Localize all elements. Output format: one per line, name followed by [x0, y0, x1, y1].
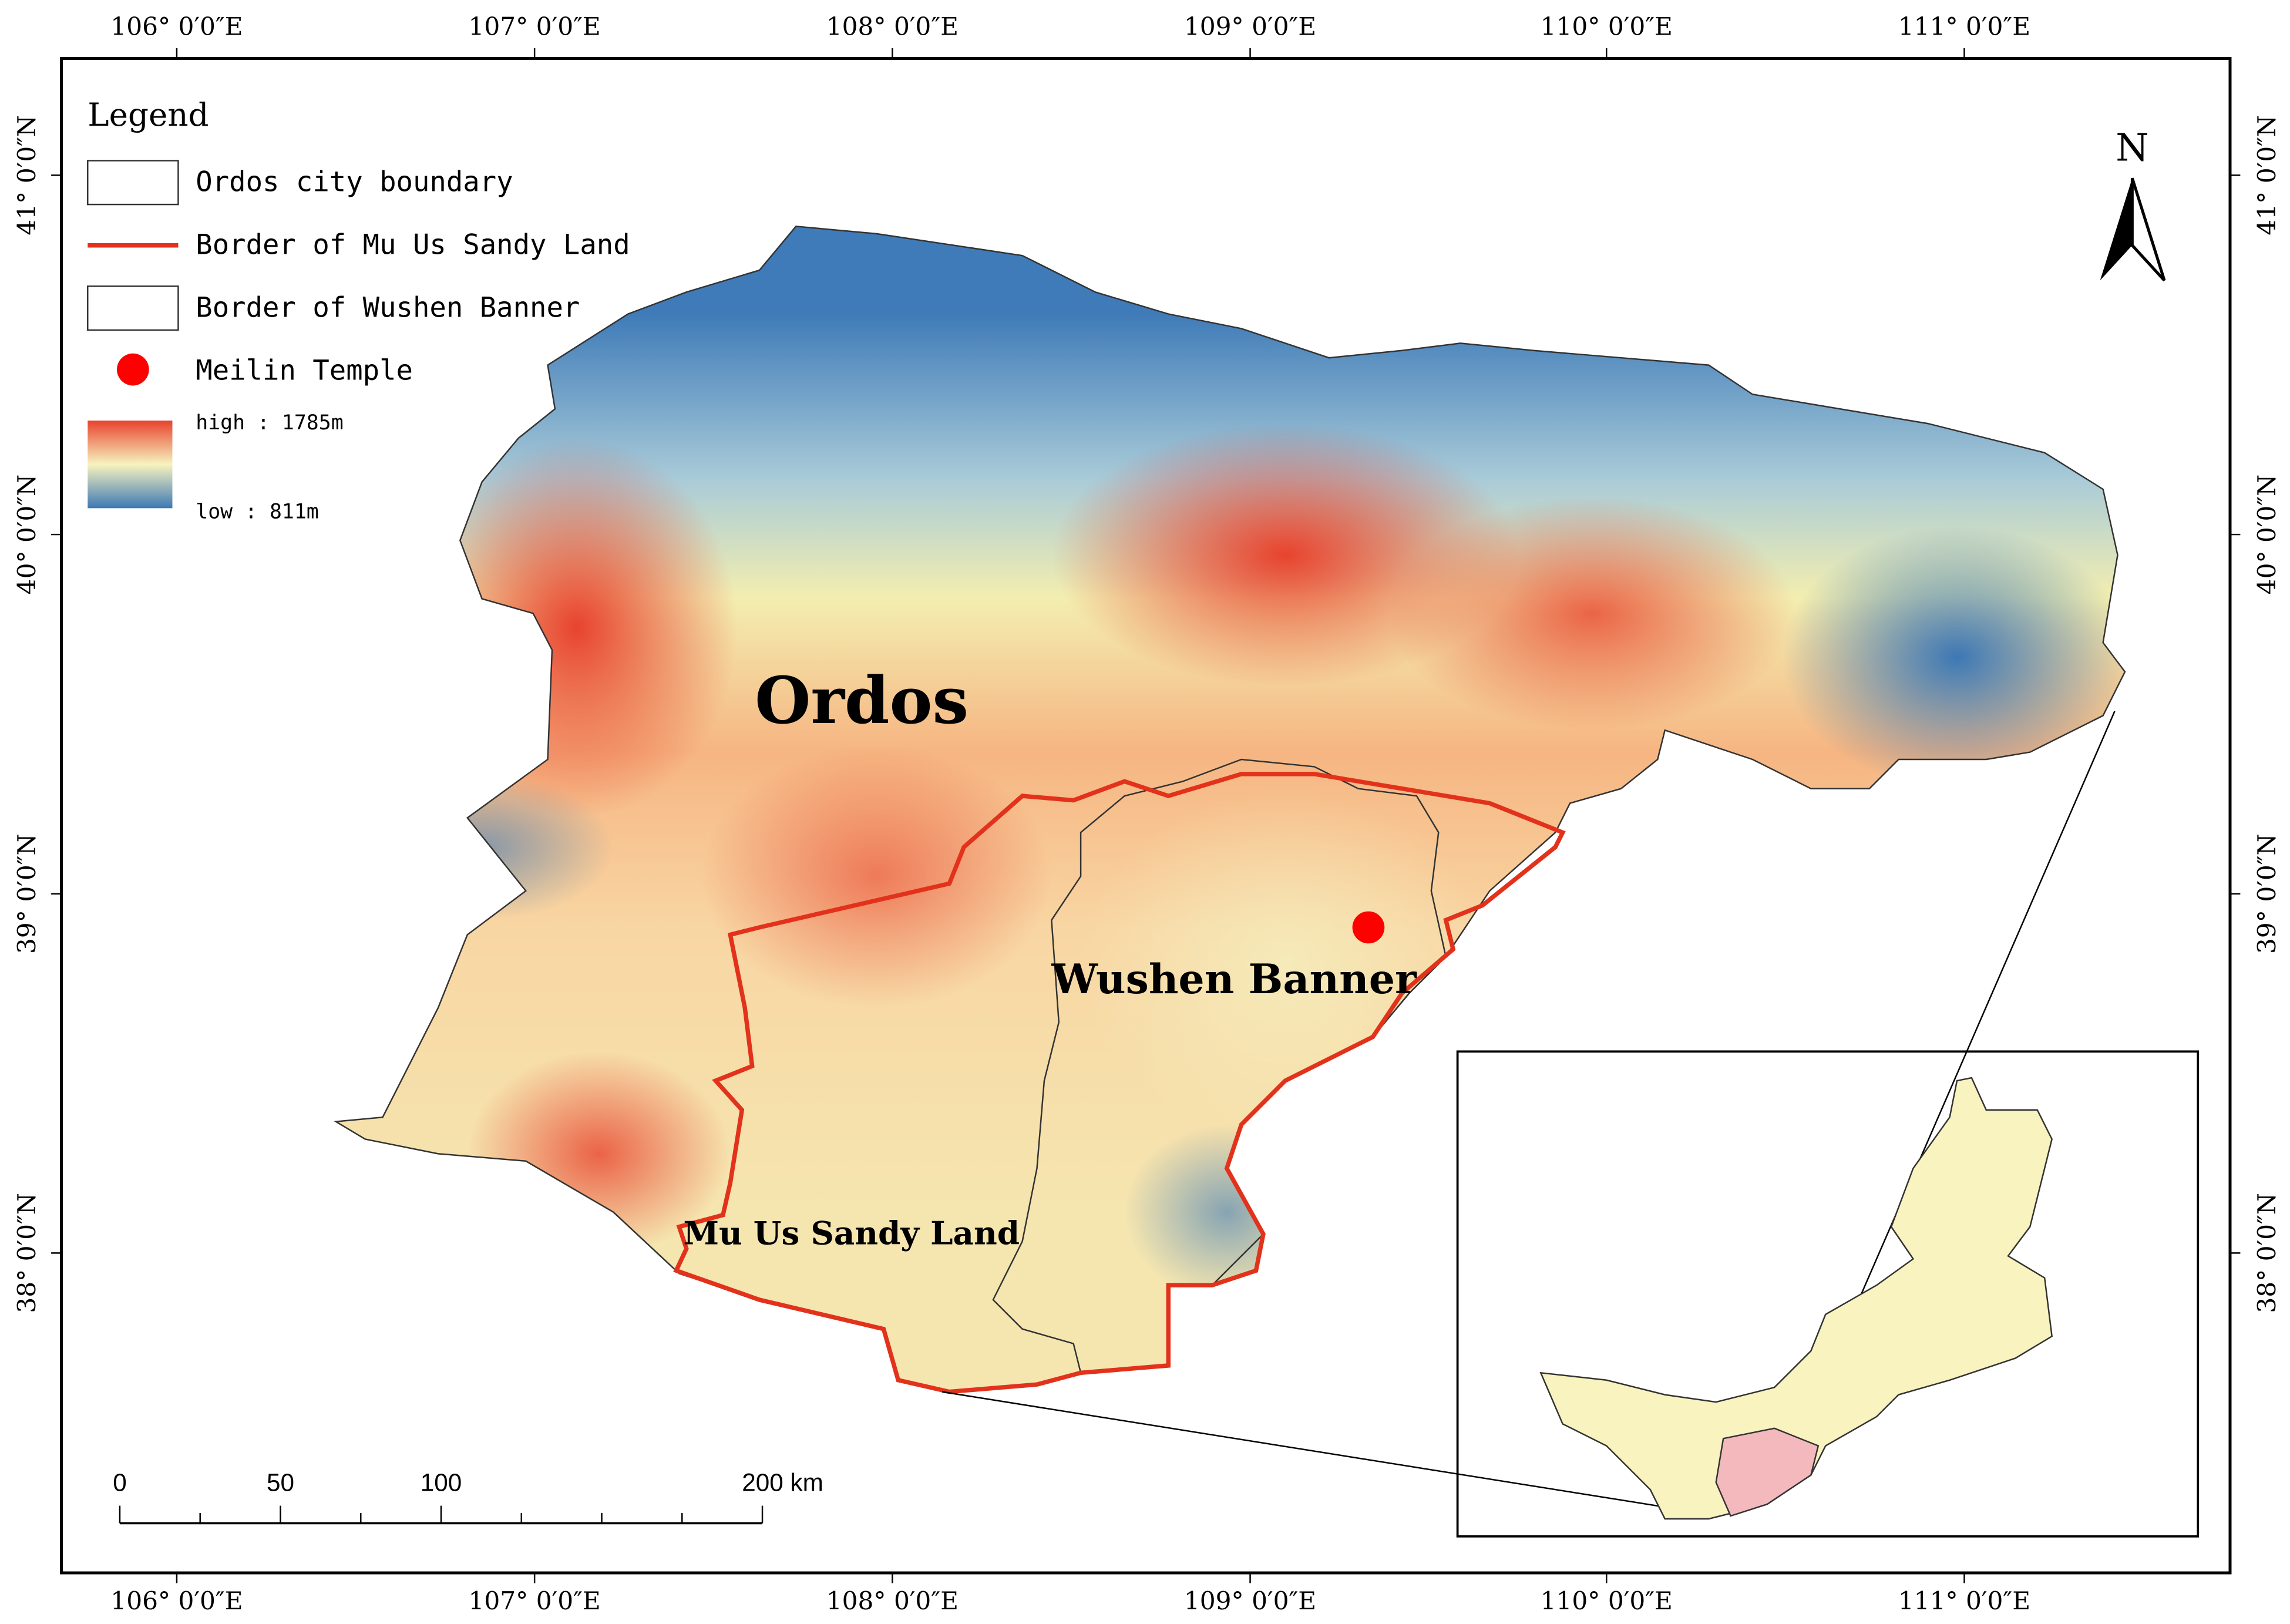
longitude-label: 111° 0′0″E — [1898, 12, 2030, 41]
scale-label: 100 — [421, 1469, 462, 1497]
longitude-label: 107° 0′0″E — [469, 1586, 601, 1615]
latitude-label: 41° 0′0″N — [12, 115, 41, 236]
legend-swatch — [87, 285, 179, 331]
longitude-label: 106° 0′0″E — [110, 12, 243, 41]
ordos-label: Ordos — [755, 663, 969, 738]
longitude-label: 107° 0′0″E — [469, 12, 601, 41]
longitude-label: 108° 0′0″E — [826, 12, 959, 41]
meilin-temple-point — [1352, 911, 1385, 944]
legend-high: high : 1785m — [196, 411, 343, 435]
ordos-inset — [1715, 1427, 1820, 1517]
longitude-label: 106° 0′0″E — [110, 1586, 243, 1615]
scale-label: 200 km — [742, 1469, 823, 1497]
legend-swatch — [116, 353, 149, 386]
longitude-label: 109° 0′0″E — [1184, 12, 1316, 41]
longitude-label: 108° 0′0″E — [826, 1586, 959, 1615]
legend-item: Border of Mu Us Sandy Land — [196, 229, 630, 261]
legend-item: Border of Wushen Banner — [196, 292, 580, 324]
legend-title: Legend — [88, 96, 209, 133]
latitude-label: 38° 0′0″N — [2252, 1193, 2281, 1313]
legend-item: Meilin Temple — [196, 354, 413, 386]
inset-leader — [941, 1391, 1712, 1515]
latitude-label: 41° 0′0″N — [2252, 115, 2281, 236]
latitude-label: 38° 0′0″N — [12, 1193, 41, 1313]
legend-color-ramp — [88, 421, 173, 509]
longitude-label: 109° 0′0″E — [1184, 1586, 1316, 1615]
mu-us-label: Mu Us Sandy Land — [683, 1215, 1019, 1252]
legend-item: Ordos city boundary — [196, 166, 513, 199]
north-label: N — [2116, 126, 2149, 170]
map-frame — [60, 56, 2232, 1575]
scale-label: 50 — [267, 1469, 294, 1497]
latitude-label: 40° 0′0″N — [2252, 475, 2281, 595]
latitude-label: 39° 0′0″N — [12, 833, 41, 954]
inset-frame — [1456, 1050, 2200, 1538]
longitude-label: 110° 0′0″E — [1541, 12, 1673, 41]
scale-label: 0 — [113, 1469, 127, 1497]
graticule-ticks: 106° 0′0″E 106° 0′0″E 107° 0′0″E 107° 0′0″E… — [12, 12, 2281, 1615]
longitude-label: 111° 0′0″E — [1898, 1586, 2030, 1615]
north-arrow — [2130, 177, 2166, 282]
legend-low: low : 811m — [196, 500, 319, 524]
legend-swatch — [87, 160, 179, 206]
wushen-label: Wushen Banner — [1051, 956, 1417, 1003]
latitude-label: 39° 0′0″N — [2252, 833, 2281, 954]
longitude-label: 110° 0′0″E — [1541, 1586, 1673, 1615]
scale-bar — [119, 1505, 764, 1525]
mu-us-border — [673, 772, 1566, 1394]
latitude-label: 40° 0′0″N — [12, 475, 41, 595]
north-arrow — [2100, 178, 2133, 281]
